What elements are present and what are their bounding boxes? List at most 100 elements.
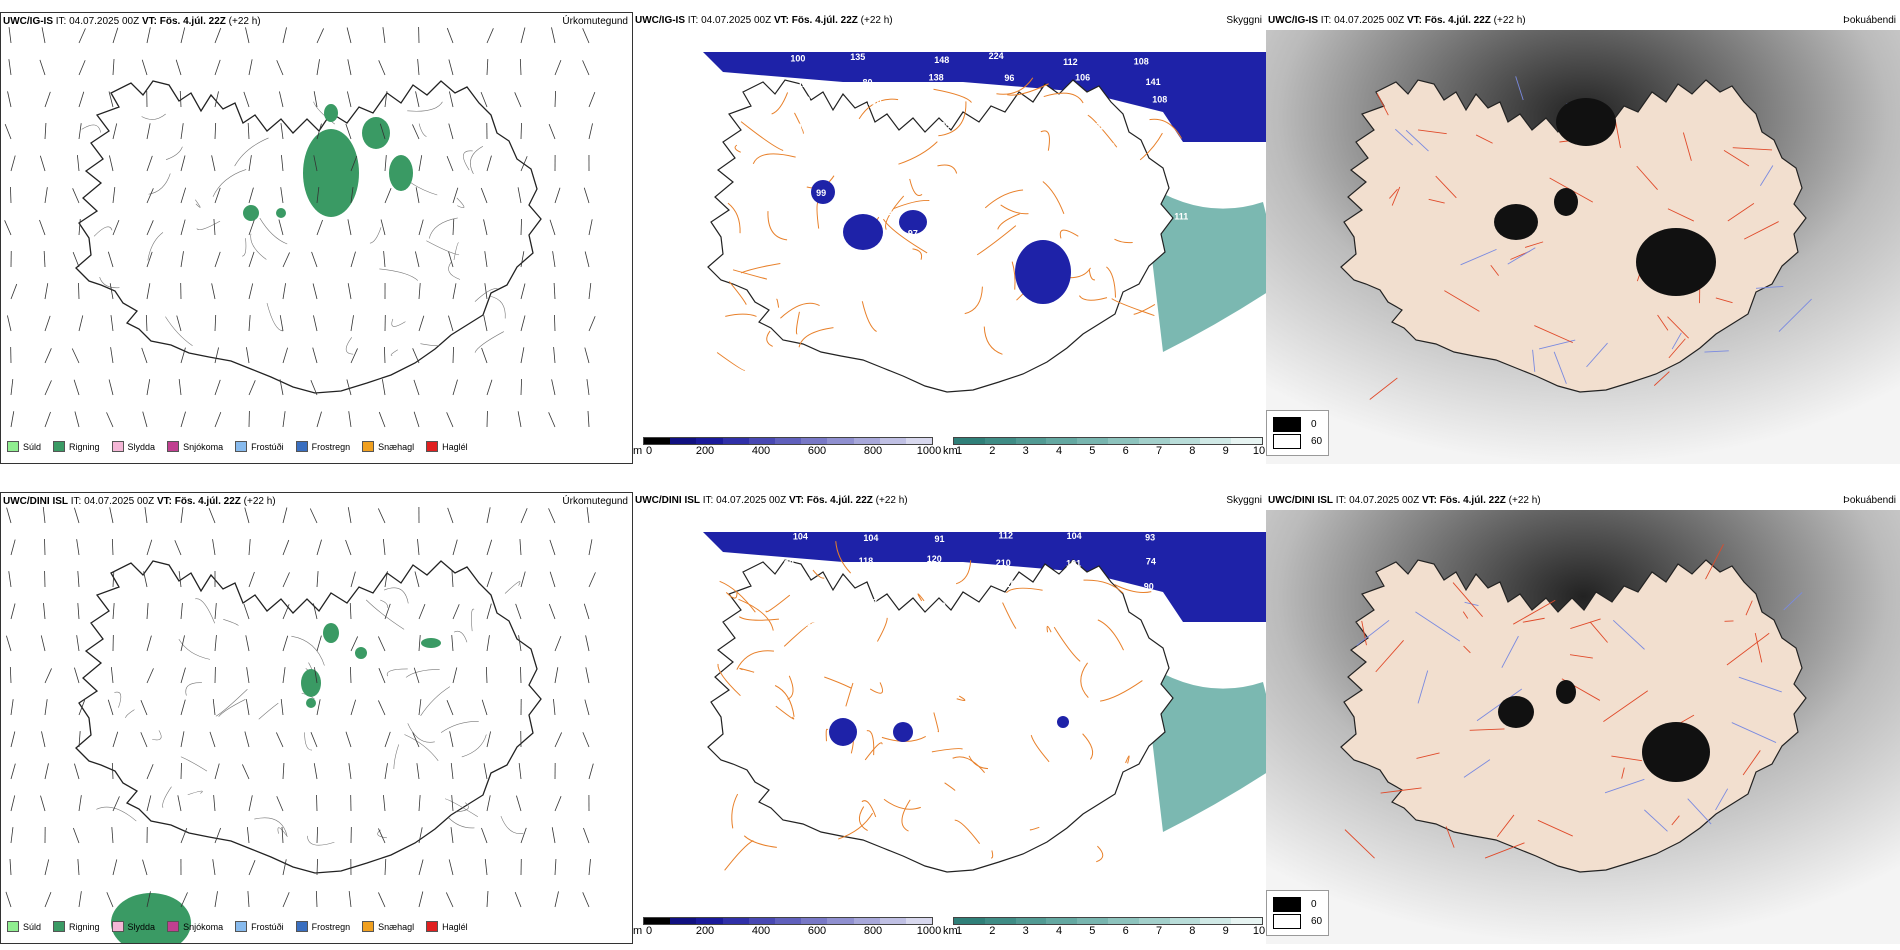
wind-barb [316, 699, 321, 716]
panel-header: UWC/DINI ISL IT: 04.07.2025 00Z VT: Fös.… [635, 495, 1262, 506]
wind-barb [418, 795, 421, 812]
road-line [456, 802, 469, 813]
road-line [771, 92, 789, 115]
rain-area [243, 205, 259, 221]
road-line [931, 748, 963, 753]
wind-barb [554, 314, 556, 332]
colorbar-bin [1169, 918, 1201, 924]
wind-barb [180, 123, 184, 140]
wind-barb [446, 27, 454, 44]
wind-barb [214, 59, 221, 76]
fog-legend-item: 60 [1273, 914, 1322, 929]
road-line [180, 756, 208, 772]
road-line [1114, 238, 1133, 244]
visibility-value-label: 80 [863, 78, 873, 88]
wind-barb [417, 539, 420, 556]
road-line [725, 313, 757, 317]
visibility-value-label: 49 [1017, 623, 1027, 633]
road-line [1742, 750, 1761, 776]
precip-panel-row2: UWC/DINI ISL IT: 04.07.2025 00Z VT: Fös.… [0, 492, 633, 944]
road-line [1621, 767, 1625, 779]
wind-barb [345, 123, 352, 140]
legend-item: Súld [7, 441, 41, 452]
wind-barb [282, 507, 288, 524]
visibility-value-label: 77 [1083, 603, 1093, 613]
wind-barb [447, 507, 454, 524]
wind-barb [415, 251, 420, 268]
colorbar-tick: 8 [1189, 445, 1196, 457]
wind-barb [9, 859, 12, 876]
colorbar-bin [853, 438, 880, 444]
wind-barb [584, 251, 590, 268]
wind-barb [276, 60, 284, 76]
visibility-panel-row2: UWC/DINI ISL IT: 04.07.2025 00Z VT: Fös.… [633, 492, 1266, 944]
road-line [1462, 611, 1469, 619]
road-line [983, 326, 1003, 355]
road-line [1111, 298, 1155, 317]
wind-barb [78, 60, 86, 76]
rain-area [362, 117, 390, 149]
wind-barb [179, 90, 182, 108]
visibility-value-label: 111 [1174, 211, 1188, 221]
road-line [783, 622, 815, 647]
wind-barb [248, 155, 252, 172]
wind-barb [146, 635, 152, 652]
road-line [1029, 826, 1040, 831]
visibility-value-label: 738 [1089, 166, 1104, 176]
road-line [1007, 83, 1049, 96]
wind-barb [519, 539, 522, 556]
visibility-value-label: 96 [797, 122, 807, 132]
road-line [1667, 316, 1689, 339]
road-line [453, 242, 459, 261]
legend-label: Frostúði [251, 441, 284, 452]
legend-item: Snæhagl [362, 441, 414, 452]
legend-swatch [111, 921, 124, 932]
road-line [1671, 332, 1682, 350]
wind-barb [584, 699, 590, 716]
road-line [1097, 619, 1124, 651]
wind-barb [248, 251, 255, 268]
wind-barb [348, 891, 352, 908]
wind-barb [345, 539, 352, 556]
road-line [1046, 625, 1052, 633]
wind-barb [517, 411, 522, 428]
wind-barb [180, 347, 186, 364]
wind-barb [243, 603, 250, 620]
road-line [1732, 147, 1773, 151]
road-line [893, 199, 930, 210]
wind-barb [175, 59, 182, 76]
wind-barb [551, 27, 556, 44]
wind-barb [109, 155, 114, 172]
wind-barb [282, 27, 287, 44]
fog-index-map [1266, 30, 1900, 464]
colorbar-bin [954, 918, 985, 924]
wind-barb [180, 635, 185, 652]
wind-barb [548, 603, 556, 620]
colorbar-bin [1107, 438, 1139, 444]
wind-barb [312, 283, 318, 300]
legend-swatch [426, 441, 439, 452]
wind-barb [483, 315, 488, 332]
road-line [1754, 632, 1763, 663]
wind-barb [448, 315, 454, 332]
colorbar-strip [953, 437, 1263, 445]
wind-barb [7, 91, 12, 108]
wind-barb [347, 59, 352, 76]
visibility-value-label: 82 [1174, 166, 1184, 176]
wind-barb [520, 378, 522, 396]
wind-barb [484, 251, 488, 268]
visibility-panel-row1: UWC/IG-IS IT: 04.07.2025 00Z VT: Fös. 4.… [633, 12, 1266, 464]
road-line [725, 592, 738, 599]
colorbar-tick: 800 [863, 445, 883, 457]
wind-barb [582, 892, 590, 908]
wind-barb [451, 795, 454, 812]
legend-label: Snæhagl [378, 921, 415, 932]
visibility-value-label: 77 [939, 622, 949, 632]
fog-legend-label: 0 [1311, 419, 1317, 430]
wind-barb [445, 892, 454, 908]
wind-barb [480, 187, 488, 204]
wind-barb [180, 892, 188, 908]
road-line [195, 199, 201, 208]
wind-barb [44, 91, 51, 108]
wind-barb [315, 890, 318, 908]
